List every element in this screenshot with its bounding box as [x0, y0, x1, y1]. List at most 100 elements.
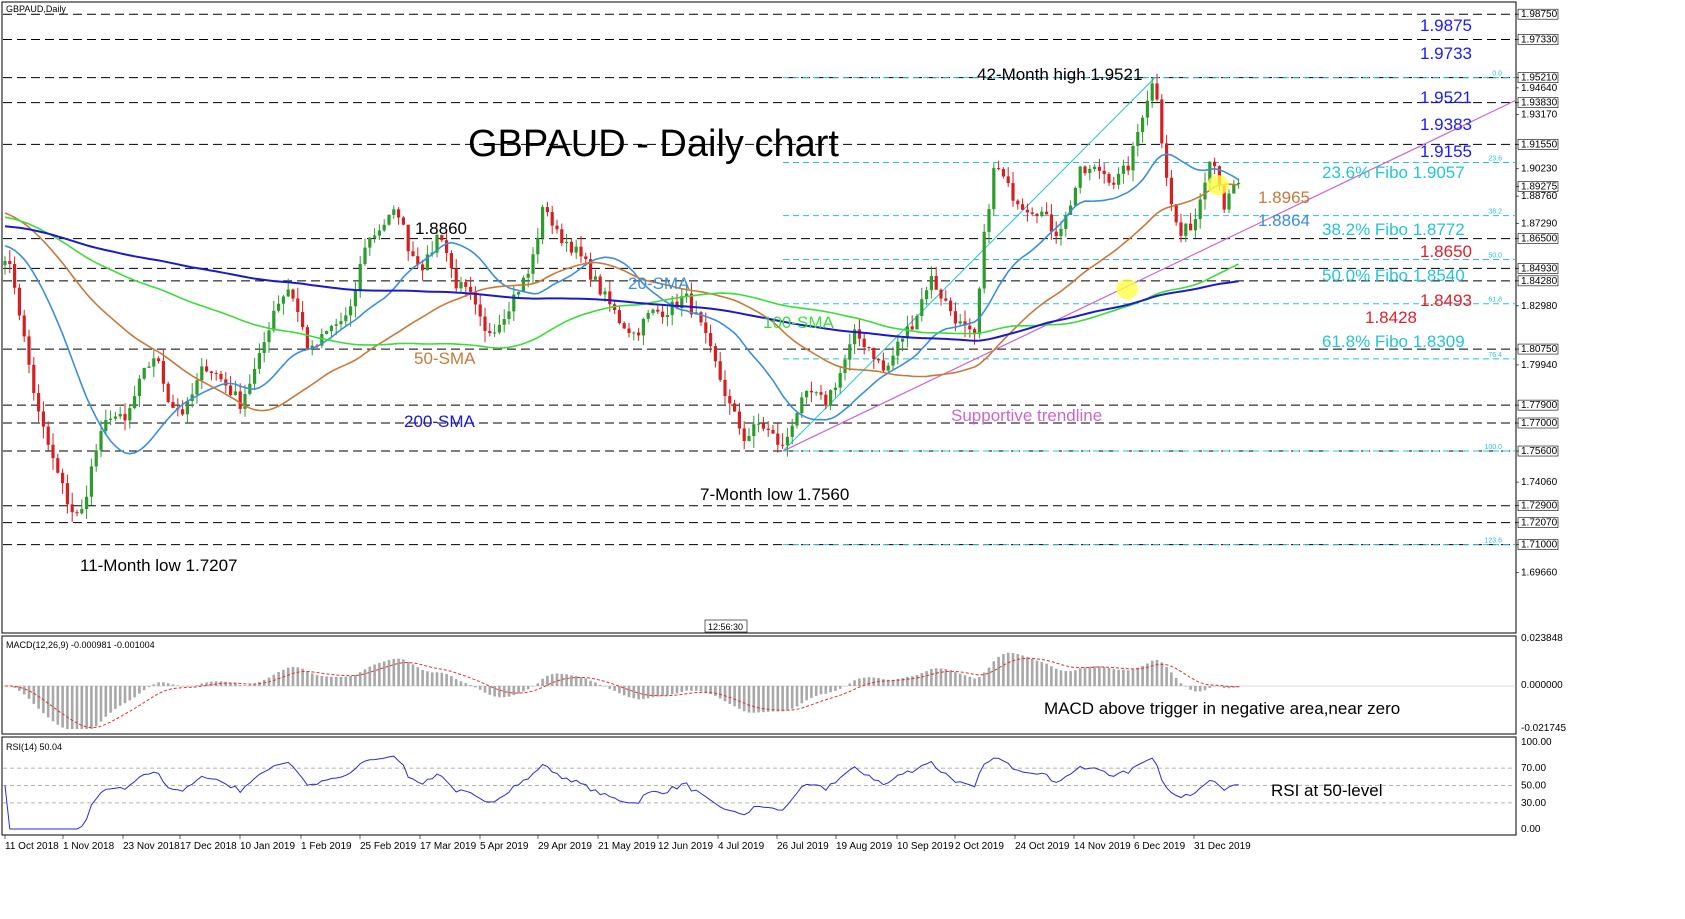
candle-body: [425, 254, 429, 271]
candle-body: [857, 329, 861, 339]
candle-body: [161, 361, 165, 384]
candle-body: [800, 397, 804, 414]
fibo-ratio-label: 23.6: [1488, 155, 1502, 162]
sma-50-label: 50-SMA: [414, 349, 476, 368]
macd-axis-tick: -0.021745: [1521, 723, 1566, 734]
level-19383-label: 1.9383: [1420, 115, 1472, 134]
axis-price-label: 1.98750: [1521, 9, 1558, 20]
candle-body: [363, 247, 367, 265]
axis-price-label: 1.77900: [1521, 400, 1558, 411]
candle-body: [80, 509, 84, 514]
candle-body: [973, 329, 977, 335]
sma-50-value-label: 1.8965: [1258, 188, 1310, 207]
candle-body: [1097, 166, 1101, 171]
candle-body: [46, 426, 50, 445]
candle-body: [910, 326, 914, 330]
axis-price-label: 1.71000: [1521, 540, 1558, 551]
candle-body: [949, 300, 953, 312]
candle-body: [344, 315, 348, 322]
candle-body: [123, 413, 127, 421]
candle-body: [1049, 214, 1053, 232]
time-axis-label: 6 Dec 2019: [1134, 841, 1186, 852]
candle-body: [397, 209, 401, 218]
candle-body: [1016, 200, 1020, 205]
crossover-highlight: [1116, 279, 1138, 300]
candle-body: [704, 322, 708, 334]
candle-body: [1184, 223, 1188, 236]
candle-body: [118, 413, 122, 417]
candle-body: [267, 330, 271, 343]
candle-body: [1179, 222, 1183, 236]
candle-body: [1165, 143, 1169, 178]
sma-line: [4, 183, 1239, 412]
candle-body: [157, 358, 161, 362]
candle-body: [301, 312, 305, 328]
candle-body: [109, 418, 113, 420]
candle-body: [867, 347, 871, 349]
macd-indicator-label: MACD(12,26,9) -0.000981 -0.001004: [6, 640, 155, 650]
candle-body: [881, 360, 885, 371]
candle-body: [555, 225, 559, 230]
candle-body: [1078, 166, 1082, 188]
level-19521-label: 1.9521: [1420, 88, 1472, 107]
candle-body: [507, 311, 511, 320]
candle-body: [1030, 212, 1034, 214]
candle-body: [1121, 165, 1125, 174]
candle-body: [1006, 176, 1010, 184]
candle-body: [377, 230, 381, 236]
candle-body: [829, 390, 833, 406]
candle-body: [632, 332, 636, 334]
candle-body: [997, 168, 1001, 170]
fibo-ratio-label: 50.0: [1488, 252, 1502, 259]
candle-body: [1040, 211, 1044, 217]
macd-axis-tick: 0.023848: [1521, 633, 1563, 644]
candle-body: [1054, 231, 1058, 237]
candle-body: [872, 347, 876, 360]
candle-body: [565, 241, 569, 244]
sma-200-label: 200-SMA: [404, 412, 476, 431]
candle-body: [291, 289, 295, 299]
macd-annotation: MACD above trigger in negative area,near…: [1044, 699, 1400, 718]
time-axis-label: 17 Dec 2018: [180, 841, 237, 852]
candle-body: [1155, 83, 1159, 100]
time-axis-label: 17 Mar 2019: [420, 841, 477, 852]
candle-body: [742, 428, 746, 442]
candle-body: [598, 276, 602, 295]
axis-price-label: 1.80750: [1521, 344, 1558, 355]
candle-body: [310, 345, 314, 349]
chart-title: GBPAUD - Daily chart: [468, 123, 839, 165]
axis-price-label: 1.84930: [1521, 263, 1558, 274]
macd-panel-frame: [1, 635, 1517, 735]
candle-body: [238, 391, 242, 409]
candle-body: [3, 261, 7, 265]
candle-body: [838, 373, 842, 388]
candle-body: [1045, 211, 1049, 215]
candle-body: [665, 315, 669, 318]
candle-body: [958, 321, 962, 324]
candle-body: [142, 367, 146, 379]
candle-body: [94, 450, 98, 467]
axis-price-label: 1.84280: [1521, 276, 1558, 287]
candle-body: [752, 424, 756, 437]
candle-body: [349, 306, 353, 316]
axis-price-label: 1.87290: [1521, 219, 1558, 230]
candle-body: [541, 207, 545, 238]
candle-body: [853, 329, 857, 345]
candle-body: [382, 224, 386, 231]
candle-body: [17, 287, 21, 316]
candle-body: [790, 425, 794, 437]
candle-body: [1222, 185, 1226, 210]
time-axis-label: 1 Nov 2018: [63, 841, 115, 852]
candle-body: [421, 264, 425, 271]
time-axis-label: 31 Dec 2019: [1194, 841, 1251, 852]
candle-body: [440, 234, 444, 241]
axis-price-label: 1.79940: [1521, 360, 1558, 371]
level-19875-label: 1.9875: [1420, 16, 1472, 35]
time-axis-label: 4 Jul 2019: [718, 841, 765, 852]
fibo-anchor-line: [782, 77, 1156, 452]
candle-body: [1064, 214, 1068, 229]
candle-body: [785, 436, 789, 446]
candle-body: [478, 304, 482, 317]
candle-body: [181, 409, 185, 415]
